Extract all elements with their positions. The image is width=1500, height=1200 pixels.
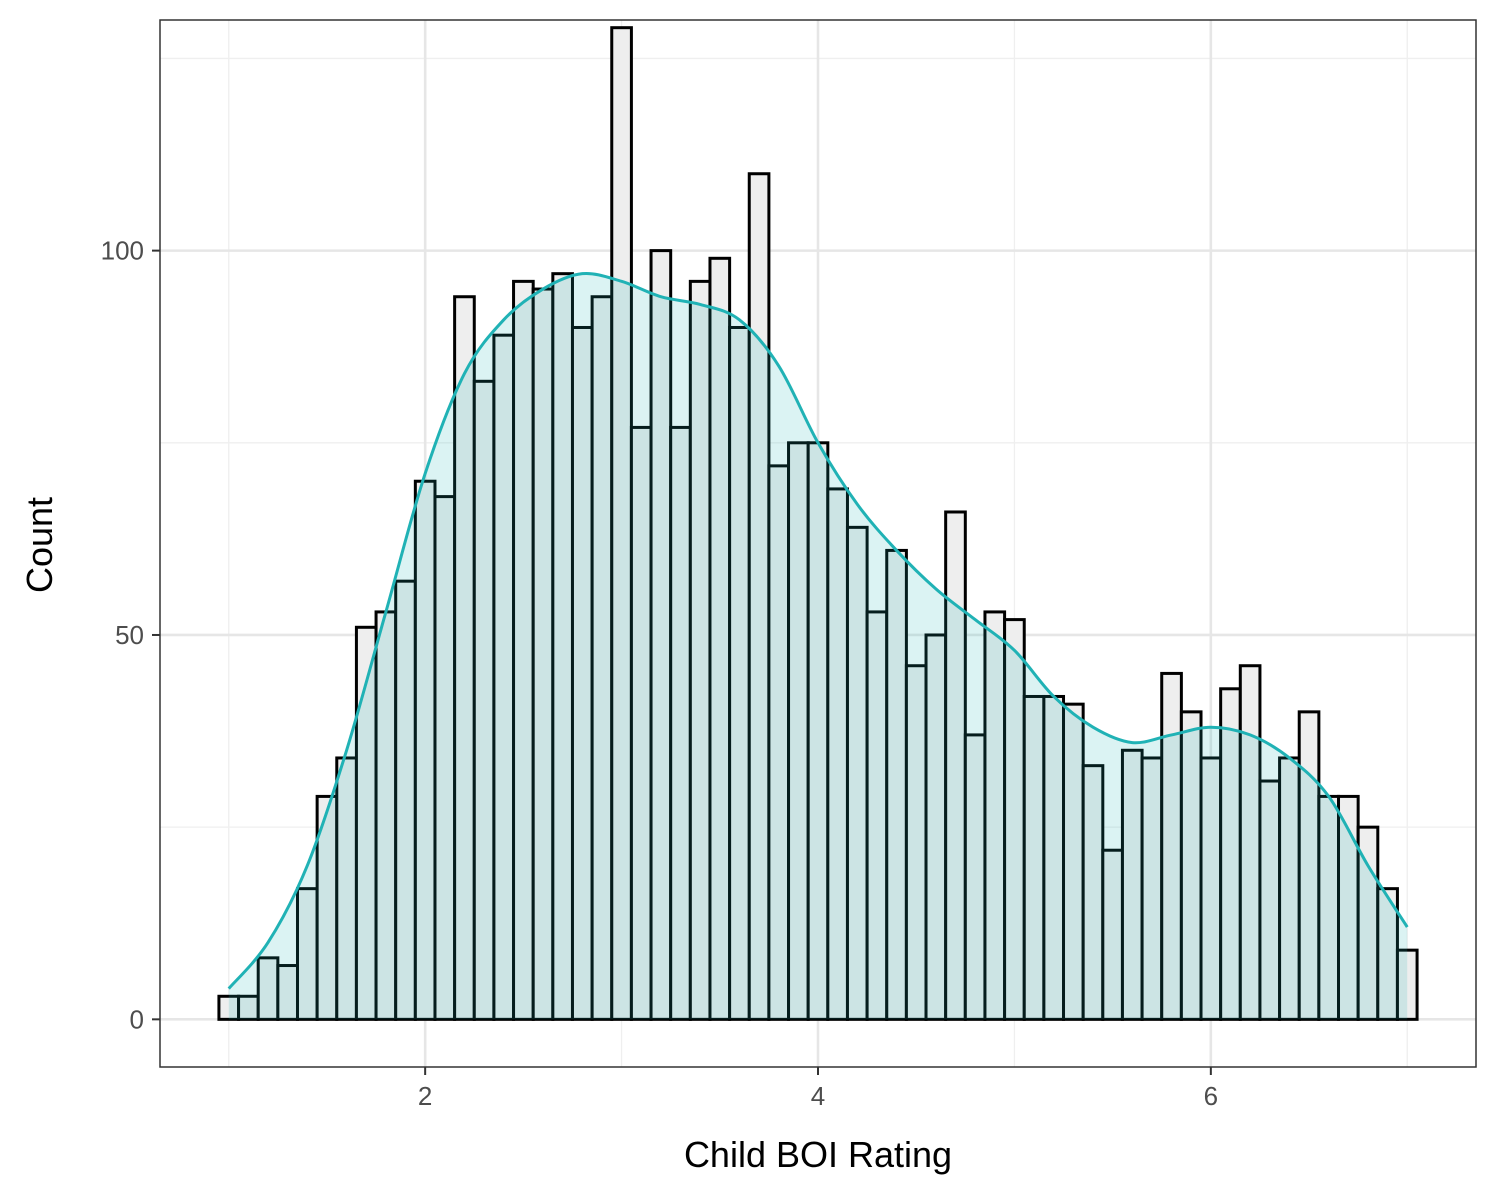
y-tick-label: 50 xyxy=(115,620,144,650)
y-axis-title: Count xyxy=(19,497,60,593)
y-tick-label: 100 xyxy=(101,236,144,266)
density-line xyxy=(227,271,1409,990)
density-curve-group xyxy=(227,271,1409,1020)
density-area xyxy=(228,273,1408,1020)
axis-ticks: 2 4 6 0 50 100 xyxy=(101,236,1218,1111)
y-tick-label: 0 xyxy=(130,1004,144,1034)
histogram-bars xyxy=(217,26,1419,1021)
x-axis-title: Child BOI Rating xyxy=(684,1134,952,1175)
x-tick-label: 4 xyxy=(811,1081,825,1111)
x-tick-label: 2 xyxy=(418,1081,432,1111)
histogram-bar xyxy=(1395,948,1419,1021)
x-tick-label: 6 xyxy=(1204,1081,1218,1111)
